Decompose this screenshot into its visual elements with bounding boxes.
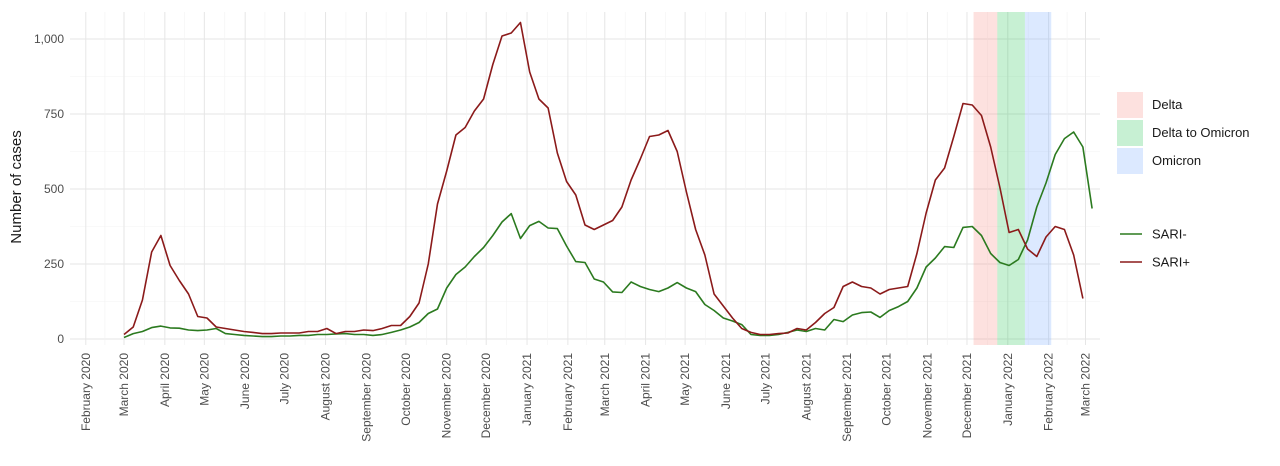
y-tick-label: 250 xyxy=(44,257,64,271)
variant-band xyxy=(997,12,1025,345)
series-lines xyxy=(123,21,1093,339)
x-tick-label: March 2020 xyxy=(117,353,131,417)
x-tick-label: November 2021 xyxy=(920,353,934,439)
x-tick-label: October 2021 xyxy=(880,353,894,426)
x-tick-label: August 2021 xyxy=(799,353,813,421)
x-tick-label: October 2020 xyxy=(399,353,413,426)
variant-period-bands xyxy=(973,12,1052,345)
x-tick-label: May 2021 xyxy=(678,353,692,406)
x-tick-label: April 2020 xyxy=(158,353,172,407)
x-tick-label: January 2022 xyxy=(1001,353,1015,426)
y-axis-ticks: 0 250 500 750 1,000 xyxy=(34,32,64,346)
legend-label: SARI+ xyxy=(1152,255,1190,270)
x-tick-label: February 2020 xyxy=(79,353,93,431)
variant-band xyxy=(973,12,998,345)
x-tick-label: November 2020 xyxy=(440,353,454,439)
y-axis-title: Number of cases xyxy=(8,130,25,243)
legend-label: SARI- xyxy=(1152,227,1187,242)
legend-variant-periods: Delta Delta to Omicron Omicron xyxy=(1117,92,1250,174)
series-line xyxy=(123,21,1084,336)
x-tick-label: September 2021 xyxy=(840,353,854,442)
x-tick-label: August 2020 xyxy=(319,353,333,421)
legend-series: SARI- SARI+ xyxy=(1120,227,1190,270)
x-axis-ticks: February 2020 March 2020 April 2020 May 202… xyxy=(79,353,1093,442)
x-tick-label: December 2021 xyxy=(960,353,974,439)
x-tick-label: April 2021 xyxy=(639,353,653,407)
x-tick-label: July 2021 xyxy=(758,353,772,405)
gridlines xyxy=(70,12,1100,345)
legend-key xyxy=(1117,148,1143,174)
x-tick-label: July 2020 xyxy=(278,353,292,405)
legend-key xyxy=(1117,92,1143,118)
y-tick-label: 0 xyxy=(57,332,64,346)
legend-label: Omicron xyxy=(1152,153,1201,168)
x-tick-label: June 2021 xyxy=(719,353,733,409)
x-tick-label: May 2020 xyxy=(197,353,211,406)
legend-label: Delta to Omicron xyxy=(1152,125,1250,140)
y-tick-label: 750 xyxy=(44,107,64,121)
x-tick-label: September 2020 xyxy=(359,353,373,442)
y-tick-label: 1,000 xyxy=(34,32,64,46)
x-tick-label: March 2021 xyxy=(598,353,612,417)
x-tick-label: February 2022 xyxy=(1042,353,1056,431)
x-tick-label: January 2021 xyxy=(520,353,534,426)
y-tick-label: 500 xyxy=(44,182,64,196)
x-tick-label: June 2020 xyxy=(238,353,252,409)
x-tick-label: December 2020 xyxy=(479,353,493,439)
x-tick-label: February 2021 xyxy=(561,353,575,431)
legend-key xyxy=(1117,120,1143,146)
series-line xyxy=(123,131,1093,339)
legend-label: Delta xyxy=(1152,97,1183,112)
x-tick-label: March 2022 xyxy=(1079,353,1093,417)
